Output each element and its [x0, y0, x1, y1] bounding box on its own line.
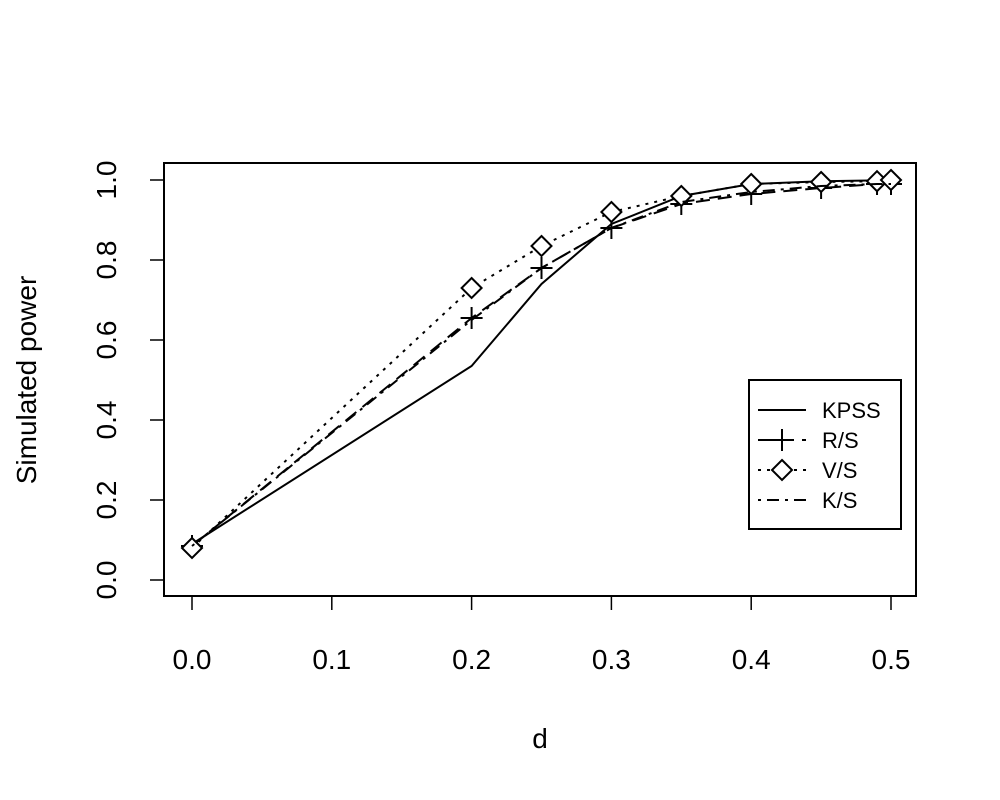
x-axis-label: d [532, 723, 548, 754]
y-tick-label: 1.0 [91, 161, 122, 200]
legend-label: K/S [822, 488, 857, 513]
legend-box [748, 379, 902, 530]
y-tick-label: 0.4 [91, 401, 122, 440]
x-tick-label: 0.0 [173, 644, 212, 675]
y-tick-label: 0.6 [91, 321, 122, 360]
x-tick-label: 0.3 [592, 644, 631, 675]
legend-label: R/S [822, 428, 859, 453]
y-tick-label: 0.0 [91, 561, 122, 600]
legend: KPSS R/S V/S K/S [748, 379, 902, 530]
x-tick-label: 0.5 [872, 644, 911, 675]
series-layer [180, 168, 903, 560]
y-axis: 0.0 0.2 0.4 0.6 0.8 1.0 [91, 161, 165, 600]
y-tick-label: 0.2 [91, 481, 122, 520]
diamond-marker [599, 200, 623, 224]
x-tick-label: 0.2 [452, 644, 491, 675]
y-tick-label: 0.8 [91, 241, 122, 280]
diamond-marker [530, 234, 553, 258]
y-axis-label: Simulated power [11, 276, 42, 485]
x-tick-label: 0.4 [732, 644, 771, 675]
diamond-marker [460, 276, 484, 300]
plus-marker [771, 429, 793, 451]
legend-label: V/S [822, 458, 857, 483]
diamond-marker [770, 458, 794, 482]
legend-label: KPSS [822, 398, 881, 423]
plus-marker [460, 307, 483, 329]
x-tick-label: 0.1 [312, 644, 351, 675]
diamond-marker [180, 536, 204, 560]
series-line-K/S [191, 183, 891, 547]
diamond-marker [739, 172, 763, 196]
diamond-marker [879, 168, 903, 192]
x-axis: 0.0 0.1 0.2 0.3 0.4 0.5 [173, 595, 911, 675]
diamond-marker [809, 170, 833, 194]
